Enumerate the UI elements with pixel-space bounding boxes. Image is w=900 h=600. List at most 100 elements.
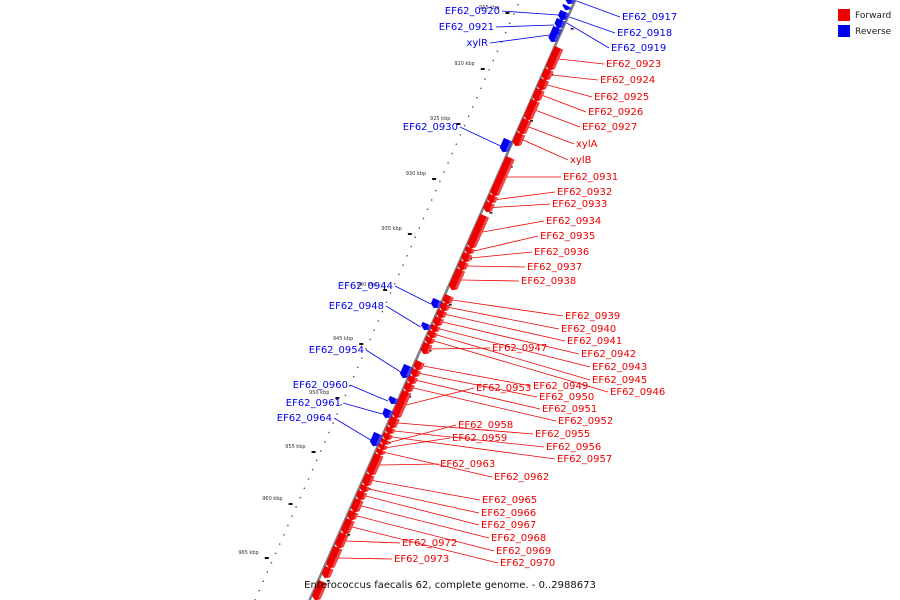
gene-arrow-EF62_0921 (554, 19, 565, 29)
scale-dot (274, 552, 277, 555)
gene-arrow-EF62_0934 (467, 213, 489, 249)
gene-highlight (426, 344, 433, 354)
gene-highlight (454, 270, 465, 290)
gene-highlight (558, 30, 561, 34)
tick-label: 925 kbp (430, 116, 450, 122)
gene-highlight (538, 90, 545, 101)
gene-arrow-EF62_0953 (392, 389, 412, 419)
scale-dot (303, 487, 306, 489)
gene-arrow-EF62_0933 (483, 200, 495, 213)
gene-feature (442, 293, 454, 305)
gene-feature (483, 200, 495, 213)
scale-dot (377, 320, 379, 322)
scale-dot (328, 431, 330, 434)
gene-arrow-EF62_0930 (499, 137, 513, 153)
scale-dot (480, 87, 482, 90)
gene-highlight (384, 445, 388, 450)
gene-feature (487, 193, 498, 204)
leader-line (501, 10, 559, 16)
gene-highlight (463, 262, 469, 270)
gene-arrow-EF62_0937 (457, 259, 469, 271)
leader-line (496, 191, 556, 200)
gene-label: EF62_0957 (557, 454, 612, 465)
scale-dot (385, 301, 388, 303)
gene-feature (387, 415, 400, 429)
gene-highlight (467, 254, 472, 262)
right-dash (347, 534, 351, 536)
leader-line (436, 334, 591, 381)
scale-dot (357, 366, 359, 369)
gene-label: EF62_0966 (481, 508, 536, 519)
gene-highlight (547, 70, 554, 80)
gene-feature (356, 489, 368, 501)
gene-arrow-EF62_0963 (367, 452, 384, 476)
scale-dot (348, 385, 351, 387)
gene-label: EF62_0944 (338, 281, 393, 292)
gene-feature (382, 431, 393, 441)
tick-mark (480, 68, 485, 70)
leader-line (430, 347, 491, 350)
gene-feature (407, 374, 418, 385)
gene-feature (430, 297, 442, 309)
gene-label: xylB (570, 155, 592, 166)
gene-highlight (505, 140, 513, 152)
gene-label: EF62_0946 (610, 387, 665, 398)
gene-label: EF62_0953 (476, 383, 531, 394)
tick-mark (505, 12, 510, 14)
gene-arrow-EF62_0966 (359, 483, 370, 493)
tick-label: 965 kbp (238, 550, 258, 556)
gene-feature (565, 0, 576, 5)
leader-line (423, 365, 532, 387)
tick-label: 955 kbp (285, 444, 305, 450)
gene-arrow-EF62_0936 (461, 251, 473, 263)
genome-caption: Enterococcus faecalis 62, complete genom… (304, 580, 596, 591)
leader-line (394, 430, 545, 448)
gene-highlight (318, 582, 328, 600)
gene-feature (551, 27, 562, 35)
scale-dot (332, 422, 334, 424)
gene-highlight (347, 520, 355, 534)
gene-label: EF62_0952 (558, 416, 613, 427)
gene-highlight (493, 196, 498, 203)
scale-dot (344, 394, 347, 396)
gene-highlight (437, 300, 442, 308)
leader-line (416, 380, 541, 410)
gene-feature (523, 98, 540, 121)
gene-arrow-EF62_0940 (439, 301, 451, 312)
gene-feature (424, 335, 436, 345)
gene-feature (512, 131, 526, 147)
gene-label: EF62_0921 (439, 22, 494, 33)
gene-highlight (413, 377, 418, 384)
gene-label: EF62_0949 (533, 381, 588, 392)
scale-dot (394, 283, 396, 285)
gene-label: EF62_0930 (403, 122, 458, 133)
leader-line (394, 285, 431, 305)
leader-line (523, 139, 569, 161)
gene-highlight (433, 332, 438, 338)
gene-feature (326, 545, 343, 569)
scale-dot (365, 348, 367, 350)
gene-feature (490, 155, 515, 197)
leader-line (338, 557, 393, 560)
gene-highlight (406, 366, 413, 378)
gene-label: EF62_0917 (622, 12, 677, 23)
tick-label: 920 kbp (454, 61, 474, 67)
gene-highlight (496, 158, 515, 196)
tick-label: 950 kbp (309, 390, 329, 396)
legend: Forward Reverse (838, 9, 892, 37)
scale-dot (381, 310, 384, 313)
leader-line (459, 126, 501, 147)
gene-label: EF62_0931 (563, 172, 618, 183)
gene-arrow-EF62_0923 (545, 45, 564, 71)
gene-feature (537, 77, 550, 91)
gene-highlight (530, 101, 540, 120)
gene-highlight (560, 22, 565, 28)
gene-feature (558, 9, 570, 19)
gene-labels: EF62_0923 EF62_0924 EF62_0925 EF62_0926 EF62… (277, 6, 678, 569)
gene-highlight (382, 450, 386, 455)
gene-label: EF62_0958 (458, 420, 513, 431)
gene-arrow-EF62_0920 (558, 9, 570, 19)
gene-highlight (445, 304, 450, 311)
leader-line (406, 387, 475, 406)
